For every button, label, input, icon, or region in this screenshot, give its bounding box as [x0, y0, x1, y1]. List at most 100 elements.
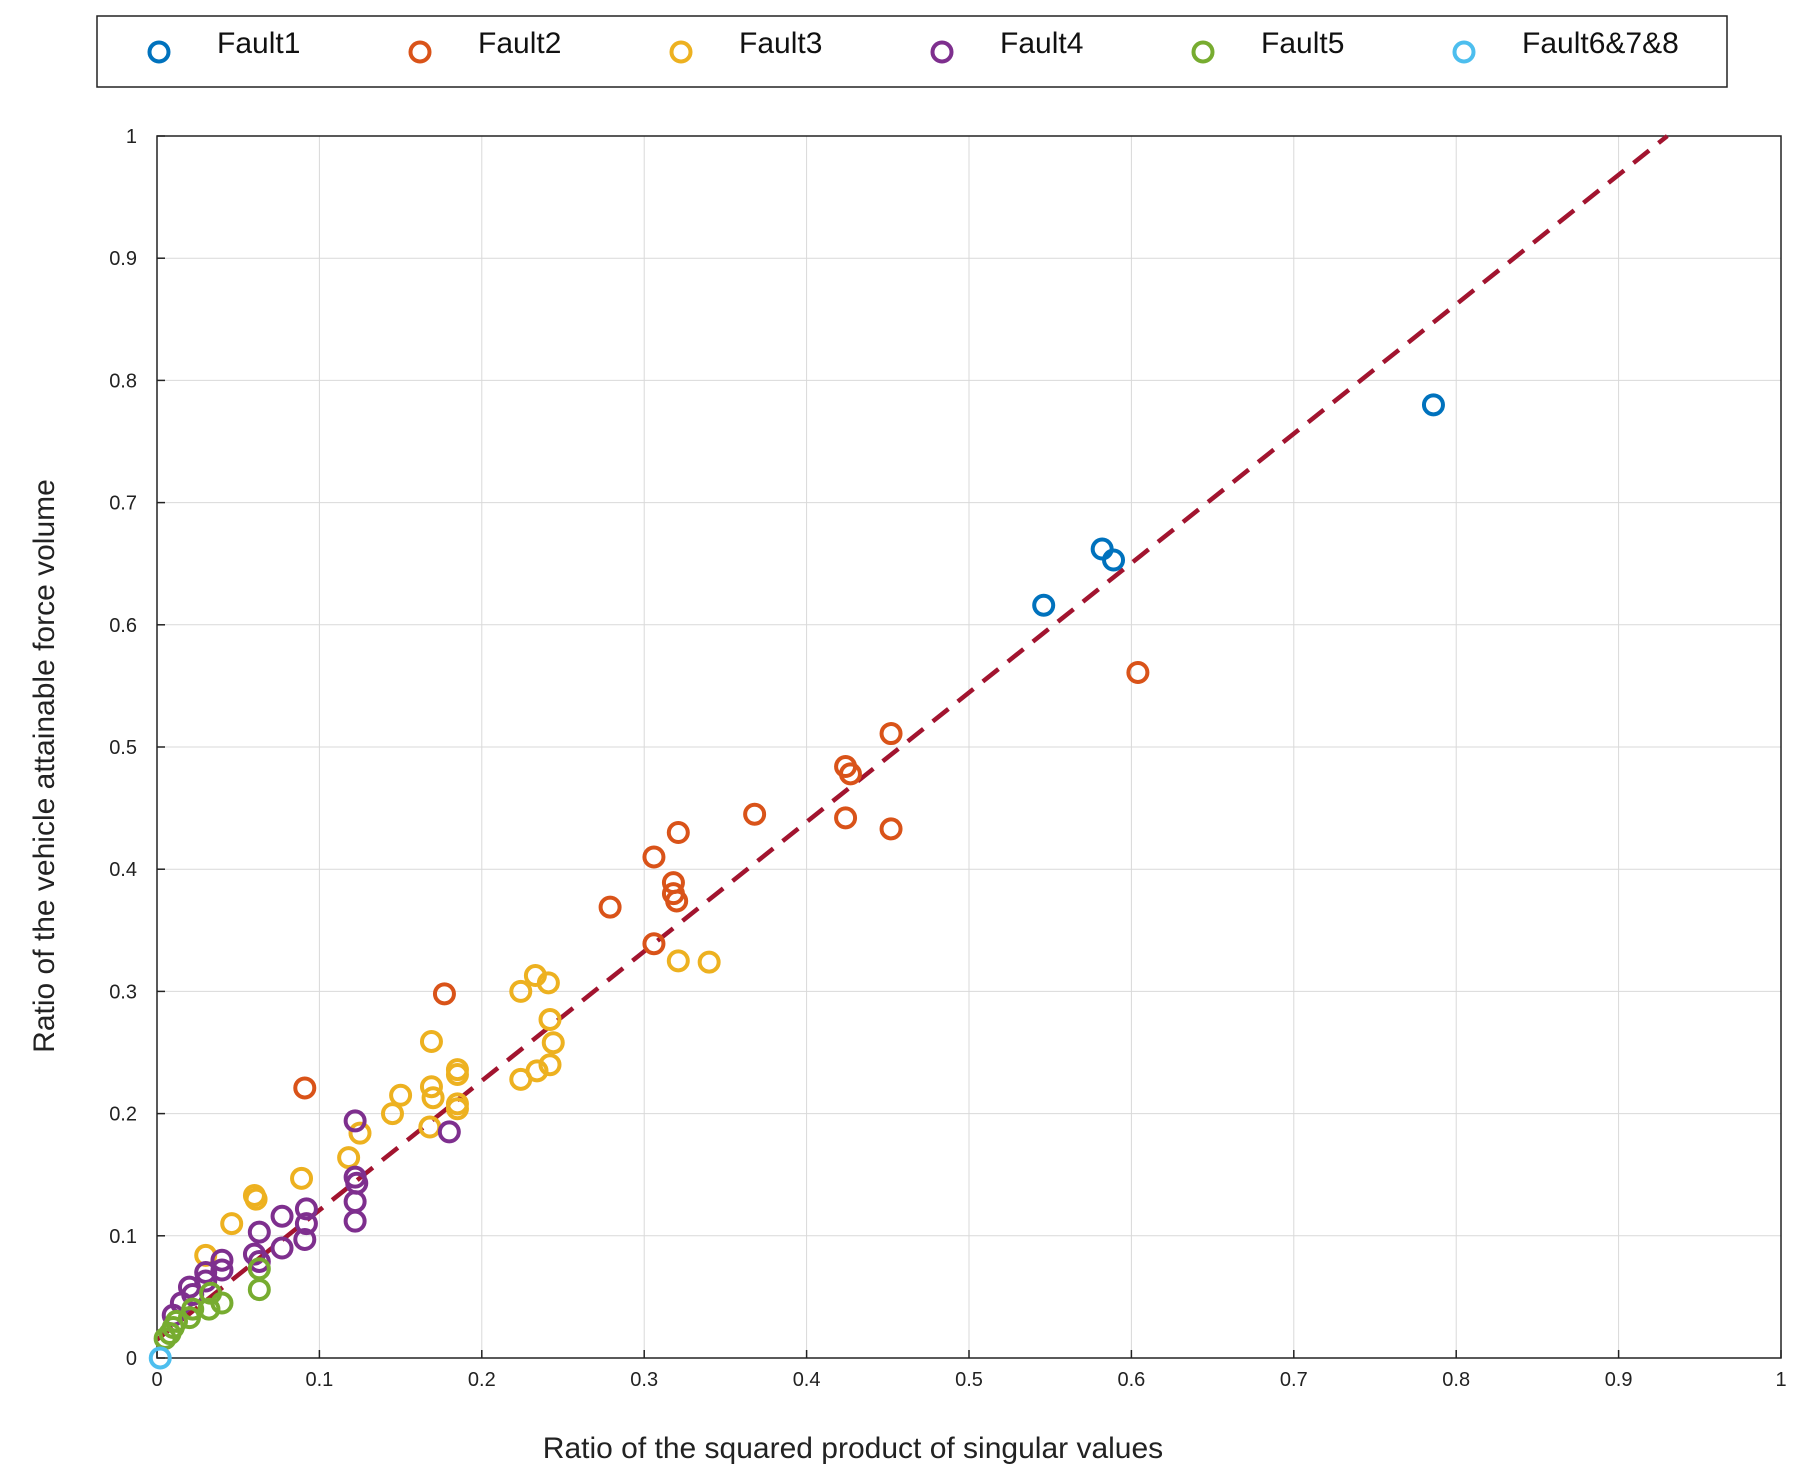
x-tick-label: 0.8 — [1442, 1369, 1470, 1391]
point-fault4 — [210, 1248, 234, 1272]
y-tick-label: 0 — [126, 1348, 137, 1370]
legend: Fault1 Fault2 Fault3 Fault4 Fault5 Fault6&7&8 — [96, 15, 1728, 88]
point-fault3 — [421, 1086, 445, 1110]
point-fault1 — [1090, 537, 1114, 561]
point-fault1 — [1032, 593, 1056, 617]
point-fault3 — [445, 1062, 469, 1086]
point-fault4 — [210, 1258, 234, 1282]
legend-label-fault1: Fault1 — [217, 27, 300, 60]
y-axis-label: Ratio of the vehicle attainable force vo… — [28, 479, 61, 1053]
point-fault4 — [294, 1197, 318, 1221]
point-fault3 — [509, 979, 533, 1003]
legend-label-fault4: Fault4 — [1000, 27, 1083, 60]
point-fault2 — [666, 821, 690, 845]
point-fault6-7-8 — [148, 1346, 172, 1370]
point-fault4 — [270, 1236, 294, 1260]
axes: 0 0.1 0.2 0.3 0.4 0.5 0.6 0.7 0.8 0.9 1 0 0.1 0.2 0.3 0… — [109, 126, 1786, 1391]
point-fault3 — [541, 1031, 565, 1055]
x-tick-label: 0.9 — [1605, 1369, 1633, 1391]
point-fault3 — [380, 1102, 404, 1126]
x-tick-label: 0.6 — [1117, 1369, 1145, 1391]
grid — [157, 135, 1782, 1358]
point-fault2 — [879, 817, 903, 841]
y-tick-label: 0.9 — [109, 248, 137, 270]
point-fault2 — [293, 1076, 317, 1100]
y-tick-label: 0.1 — [109, 1226, 137, 1248]
legend-marker-fault6-7-8 — [1452, 40, 1476, 64]
point-fault3 — [536, 971, 560, 995]
point-fault4 — [343, 1190, 367, 1214]
point-fault3 — [337, 1146, 361, 1170]
x-tick-label: 0.2 — [468, 1369, 496, 1391]
point-fault3 — [389, 1083, 413, 1107]
y-tick-label: 0.8 — [109, 370, 137, 392]
plot-frame — [156, 135, 1782, 1359]
point-fault5 — [177, 1306, 201, 1330]
y-tick-label: 0.3 — [109, 981, 137, 1003]
point-fault1 — [1421, 393, 1445, 417]
point-fault3 — [290, 1166, 314, 1190]
point-fault2 — [834, 806, 858, 830]
x-axis-label: Ratio of the squared product of singular… — [543, 1432, 1163, 1465]
point-fault3 — [419, 1030, 443, 1054]
point-fault2 — [743, 802, 767, 826]
y-tick-label: 0.5 — [109, 737, 137, 759]
point-fault2 — [432, 982, 456, 1006]
legend-box — [96, 15, 1728, 88]
y-tick-label: 0.2 — [109, 1104, 137, 1126]
point-fault4 — [194, 1260, 218, 1284]
x-tick-label: 0.7 — [1280, 1369, 1308, 1391]
legend-label-fault6-7-8: Fault6&7&8 — [1522, 27, 1679, 60]
point-fault3 — [348, 1121, 372, 1145]
point-fault4 — [247, 1220, 271, 1244]
point-fault3 — [538, 1053, 562, 1077]
x-tick-label: 0 — [151, 1369, 162, 1391]
point-fault5 — [158, 1322, 182, 1346]
reference-line — [155, 134, 1669, 1342]
point-fault3 — [220, 1212, 244, 1236]
point-fault3 — [244, 1187, 268, 1211]
point-fault3 — [418, 1115, 442, 1139]
point-fault4 — [247, 1249, 271, 1273]
point-fault4 — [294, 1212, 318, 1236]
point-fault3 — [697, 950, 721, 974]
y-tick-label: 0.7 — [109, 493, 137, 515]
legend-marker-fault5 — [1191, 40, 1215, 64]
point-fault2 — [665, 889, 689, 913]
legend-label-fault2: Fault2 — [478, 27, 561, 60]
point-fault2 — [598, 895, 622, 919]
point-fault4 — [270, 1204, 294, 1228]
point-fault5 — [210, 1291, 234, 1315]
point-fault3 — [445, 1097, 469, 1121]
point-fault3 — [666, 949, 690, 973]
point-fault2 — [642, 845, 666, 869]
point-fault4 — [343, 1109, 367, 1133]
x-tick-label: 0.5 — [955, 1369, 983, 1391]
y-tick-label: 1 — [126, 126, 137, 148]
legend-label-fault5: Fault5 — [1261, 27, 1344, 60]
reference-line-layer — [155, 134, 1669, 1342]
point-fault2 — [879, 722, 903, 746]
point-fault5 — [197, 1297, 221, 1321]
data-points — [148, 393, 1445, 1370]
x-tick-label: 0.4 — [793, 1369, 821, 1391]
point-fault3 — [538, 1008, 562, 1032]
point-fault2 — [642, 932, 666, 956]
legend-marker-fault1 — [147, 40, 171, 64]
legend-marker-fault2 — [408, 40, 432, 64]
y-tick-label: 0.6 — [109, 615, 137, 637]
y-tick-label: 0.4 — [109, 859, 137, 881]
legend-label-fault3: Fault3 — [739, 27, 822, 60]
point-fault4 — [437, 1120, 461, 1144]
point-fault3 — [419, 1075, 443, 1099]
x-tick-label: 0.3 — [630, 1369, 658, 1391]
point-fault4 — [343, 1209, 367, 1233]
point-fault2 — [838, 762, 862, 786]
point-fault3 — [509, 1067, 533, 1091]
point-fault4 — [293, 1227, 317, 1251]
point-fault1 — [1102, 548, 1126, 572]
legend-marker-fault4 — [930, 40, 954, 64]
point-fault5 — [247, 1278, 271, 1302]
legend-marker-fault3 — [669, 40, 693, 64]
